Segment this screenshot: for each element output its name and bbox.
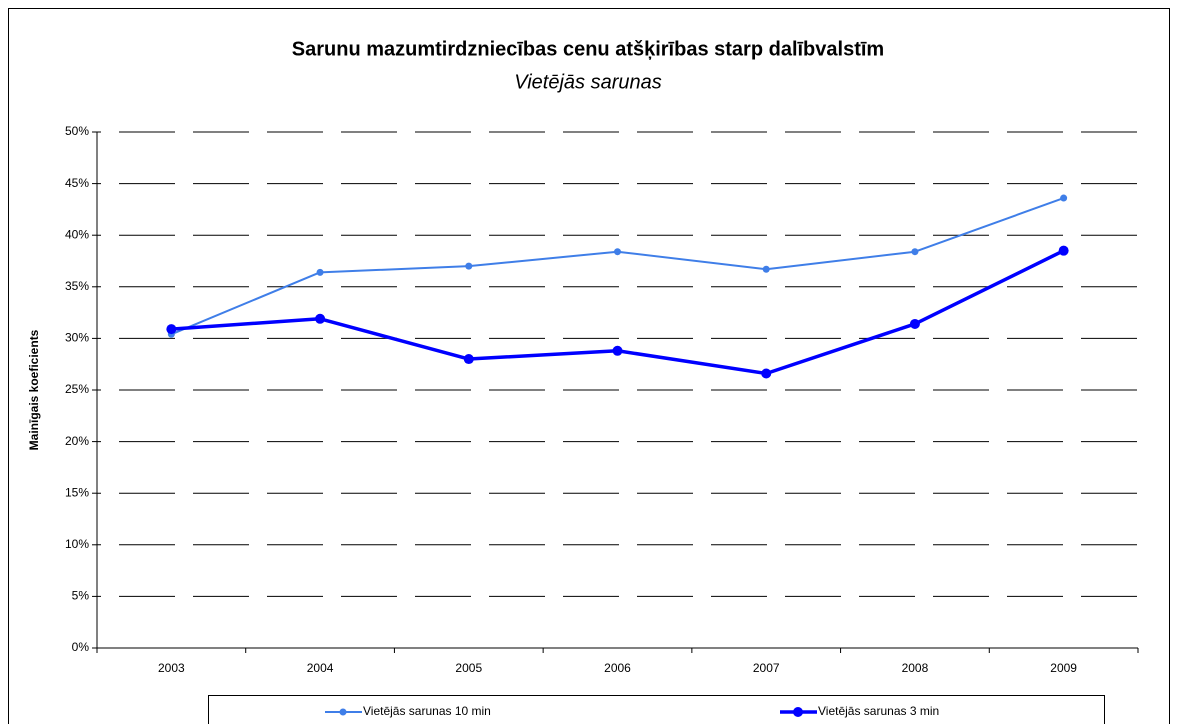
legend-marker [793,707,803,717]
x-tick-label: 2006 [604,661,631,675]
y-tick-label: 45% [65,176,89,190]
data-point [463,354,474,365]
data-point [911,248,919,256]
chart-title: Sarunu mazumtirdzniecības cenu atšķirība… [292,38,884,60]
y-tick-label: 50% [65,124,89,138]
data-point [612,345,623,356]
y-tick-label: 10% [65,537,89,551]
y-tick-label: 0% [72,640,90,654]
y-tick-label: 5% [72,589,90,603]
y-tick-label: 15% [65,485,89,499]
data-point [465,262,473,270]
legend [208,695,1105,724]
x-tick-label: 2007 [753,661,780,675]
chart-border [8,8,1170,724]
y-tick-label: 20% [65,434,89,448]
y-tick-label: 25% [65,382,89,396]
y-tick-label: 35% [65,279,89,293]
data-point [1058,245,1069,256]
data-point [762,265,770,273]
data-point [614,248,621,256]
data-point [316,268,324,276]
data-point [909,318,920,329]
x-tick-label: 2008 [902,661,929,675]
data-point [1060,194,1068,202]
x-tick-label: 2003 [158,661,185,675]
y-axis-label: Mainīgais koeficients [27,329,41,450]
data-point [315,313,326,324]
legend-label: Vietējās sarunas 3 min [818,704,939,718]
legend-marker [339,708,347,716]
data-point [166,324,177,335]
x-tick-label: 2004 [307,661,334,675]
chart-subtitle: Vietējās sarunas [514,71,662,93]
data-point [761,368,772,379]
x-tick-label: 2005 [455,661,482,675]
x-tick-label: 2009 [1050,661,1077,675]
y-tick-label: 30% [65,331,89,345]
legend-label: Vietējās sarunas 10 min [363,704,491,718]
y-tick-label: 40% [65,227,89,241]
